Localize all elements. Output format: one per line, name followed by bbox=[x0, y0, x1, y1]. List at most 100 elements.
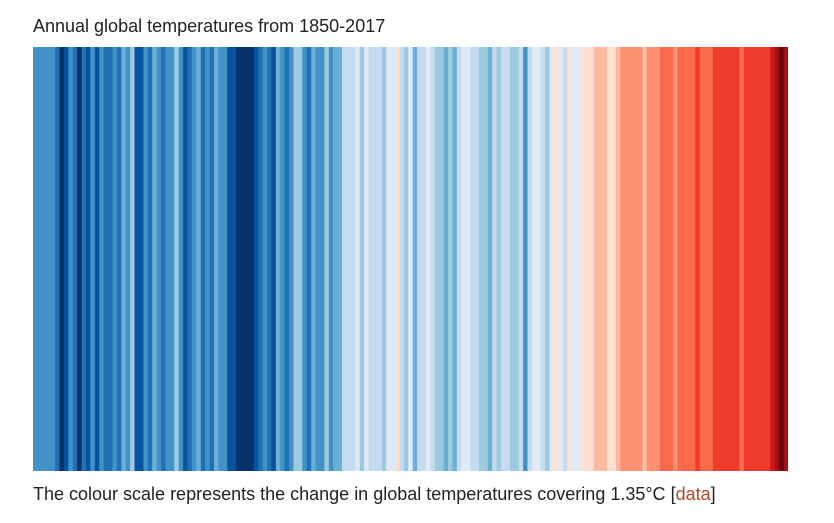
stripe-1859 bbox=[72, 47, 78, 471]
stripe-1995 bbox=[673, 47, 679, 471]
stripe-1868 bbox=[112, 47, 118, 471]
stripe-2012 bbox=[748, 47, 754, 471]
stripe-1885 bbox=[187, 47, 193, 471]
stripe-2020 bbox=[783, 47, 788, 471]
caption-bracket-open: [ bbox=[670, 484, 676, 504]
stripe-1962 bbox=[527, 47, 533, 471]
stripe-1886 bbox=[191, 47, 197, 471]
stripe-1915 bbox=[319, 47, 326, 471]
stripe-1954 bbox=[492, 47, 498, 471]
stripe-1891 bbox=[214, 47, 220, 471]
stripe-2008 bbox=[730, 47, 736, 471]
stripe-2019 bbox=[779, 47, 785, 471]
stripe-2017 bbox=[770, 47, 776, 471]
stripe-1952 bbox=[483, 47, 489, 471]
stripe-1992 bbox=[659, 47, 665, 471]
stripe-1888 bbox=[200, 47, 206, 471]
stripe-1944 bbox=[448, 47, 454, 471]
stripe-1892 bbox=[218, 47, 224, 471]
stripe-1862 bbox=[85, 47, 91, 471]
caption-bracket-close: ] bbox=[710, 484, 716, 504]
stripe-1963 bbox=[531, 47, 537, 471]
stripe-1860 bbox=[77, 47, 83, 471]
stripe-1938 bbox=[421, 47, 427, 471]
stripe-1959 bbox=[514, 47, 520, 471]
stripe-2018 bbox=[774, 47, 780, 471]
stripe-1984 bbox=[624, 47, 630, 471]
stripe-2002 bbox=[704, 47, 710, 471]
stripe-1914 bbox=[315, 47, 321, 471]
stripe-1973 bbox=[576, 47, 582, 471]
stripe-1919 bbox=[337, 47, 343, 471]
stripe-1966 bbox=[545, 47, 551, 471]
stripe-1981 bbox=[611, 47, 617, 471]
stripe-1899 bbox=[249, 47, 255, 471]
stripe-1855 bbox=[55, 47, 61, 471]
stripe-1903 bbox=[267, 47, 273, 471]
stripe-1879 bbox=[161, 47, 167, 471]
stripe-2007 bbox=[726, 47, 732, 471]
stripe-1961 bbox=[523, 47, 529, 471]
stripe-1951 bbox=[478, 47, 484, 471]
stripe-1942 bbox=[439, 47, 445, 471]
stripe-1969 bbox=[558, 47, 564, 471]
stripe-1890 bbox=[209, 47, 215, 471]
stripe-1991 bbox=[655, 47, 661, 471]
stripe-1996 bbox=[677, 47, 683, 471]
stripe-1870 bbox=[121, 47, 127, 471]
stripe-1917 bbox=[328, 47, 334, 471]
stripe-1904 bbox=[271, 47, 277, 471]
stripe-1884 bbox=[183, 47, 189, 471]
stripe-1905 bbox=[275, 47, 281, 471]
stripe-1872 bbox=[130, 47, 136, 471]
stripe-1988 bbox=[642, 47, 648, 471]
stripe-1894 bbox=[227, 47, 233, 471]
stripe-1950 bbox=[474, 47, 480, 471]
stripe-1974 bbox=[580, 47, 586, 471]
stripe-1877 bbox=[152, 47, 158, 471]
stripe-1976 bbox=[589, 47, 595, 471]
stripe-1978 bbox=[598, 47, 604, 471]
stripe-1948 bbox=[465, 47, 471, 471]
stripe-1927 bbox=[372, 47, 378, 471]
stripe-1900 bbox=[253, 47, 259, 471]
stripe-1911 bbox=[302, 47, 308, 471]
stripe-1918 bbox=[333, 47, 339, 471]
stripe-1945 bbox=[452, 47, 458, 471]
stripe-1858 bbox=[68, 47, 74, 471]
stripe-1986 bbox=[633, 47, 639, 471]
stripe-1880 bbox=[165, 47, 171, 471]
stripe-1906 bbox=[280, 47, 286, 471]
stripe-1947 bbox=[461, 47, 467, 471]
stripe-1922 bbox=[350, 47, 356, 471]
stripe-1876 bbox=[147, 47, 153, 471]
stripe-1941 bbox=[434, 47, 440, 471]
stripe-2014 bbox=[757, 47, 763, 471]
stripe-1867 bbox=[108, 47, 114, 471]
stripe-1924 bbox=[359, 47, 365, 471]
stripe-1994 bbox=[668, 47, 674, 471]
stripe-1958 bbox=[509, 47, 515, 471]
stripe-1910 bbox=[297, 47, 303, 471]
stripe-1913 bbox=[311, 47, 317, 471]
stripe-1930 bbox=[386, 47, 392, 471]
caption-text: The colour scale represents the change i… bbox=[33, 484, 671, 504]
stripe-1856 bbox=[59, 47, 65, 471]
stripe-1971 bbox=[567, 47, 573, 471]
stripe-2009 bbox=[735, 47, 741, 471]
stripe-1907 bbox=[284, 47, 290, 471]
stripe-1852 bbox=[41, 47, 47, 471]
stripe-2003 bbox=[708, 47, 714, 471]
stripe-1937 bbox=[417, 47, 423, 471]
stripe-1861 bbox=[81, 47, 87, 471]
stripe-1896 bbox=[236, 47, 242, 471]
stripe-1956 bbox=[501, 47, 507, 471]
stripe-1939 bbox=[425, 47, 431, 471]
data-link[interactable]: data bbox=[675, 484, 711, 504]
stripe-2013 bbox=[752, 47, 758, 471]
stripe-1909 bbox=[293, 47, 299, 471]
stripe-1925 bbox=[364, 47, 370, 471]
stripe-1878 bbox=[156, 47, 162, 471]
stripe-1869 bbox=[116, 47, 122, 471]
stripe-1967 bbox=[549, 47, 555, 471]
